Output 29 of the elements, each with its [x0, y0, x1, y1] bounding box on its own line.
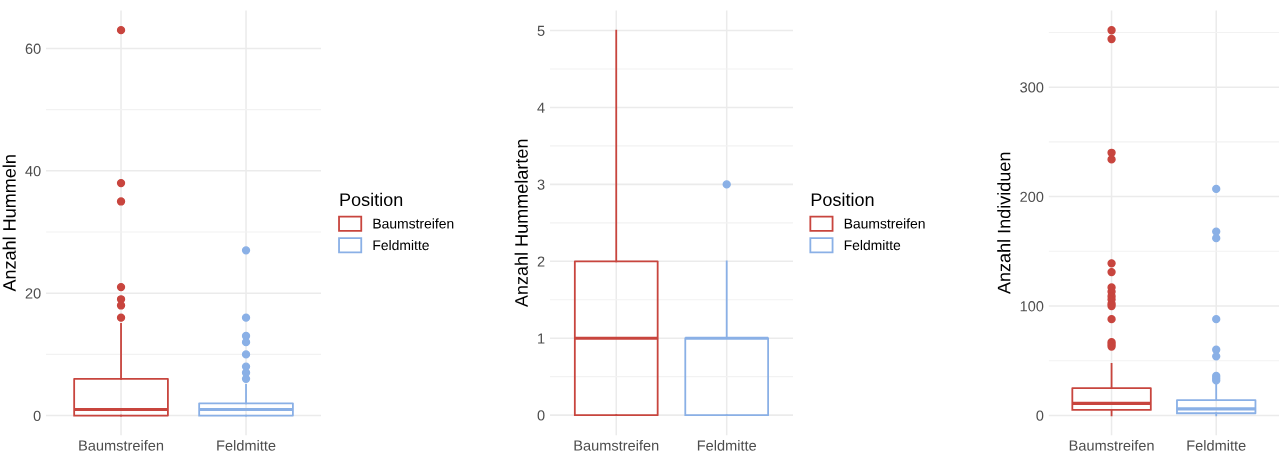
y-axis-title: Anzahl Hummelarten [514, 139, 528, 308]
legend-label: Feldmitte [844, 239, 901, 251]
x-tick-label: Feldmitte [217, 439, 276, 451]
y-axis-title: Anzahl Individuen [997, 152, 1011, 295]
y-tick-label: 60 [25, 43, 41, 54]
x-tick-label: Baumstreifen [574, 439, 659, 451]
y-tick-label: 20 [25, 288, 41, 299]
legend-label: Baumstreifen [373, 218, 454, 229]
y-tick-label: 2 [537, 256, 545, 267]
y-axis-title: Anzahl Hummeln [2, 155, 16, 292]
y-tick-label: 1 [538, 333, 545, 344]
x-tick-label: Baumstreifen [79, 439, 164, 451]
legend-label: Feldmitte [373, 239, 429, 251]
y-tick-label: 100 [1020, 301, 1044, 312]
y-tick-label: 5 [537, 25, 545, 36]
y-tick-label: 300 [1020, 82, 1044, 93]
y-tick-label: 0 [33, 410, 41, 421]
legend-label: Baumstreifen [844, 218, 925, 229]
x-tick-label: Feldmitte [697, 439, 757, 451]
y-tick-label: 4 [537, 102, 545, 113]
x-tick-label: Feldmitte [1187, 439, 1246, 451]
legend-title: Position [811, 192, 874, 207]
y-tick-label: 0 [537, 410, 545, 421]
x-tick-label: Baumstreifen [1069, 439, 1154, 451]
y-tick-label: 3 [537, 179, 545, 190]
y-tick-label: 200 [1020, 191, 1044, 203]
y-tick-label: 40 [25, 165, 41, 177]
y-tick-label: 0 [1036, 410, 1044, 421]
legend-title: Position [340, 192, 403, 207]
